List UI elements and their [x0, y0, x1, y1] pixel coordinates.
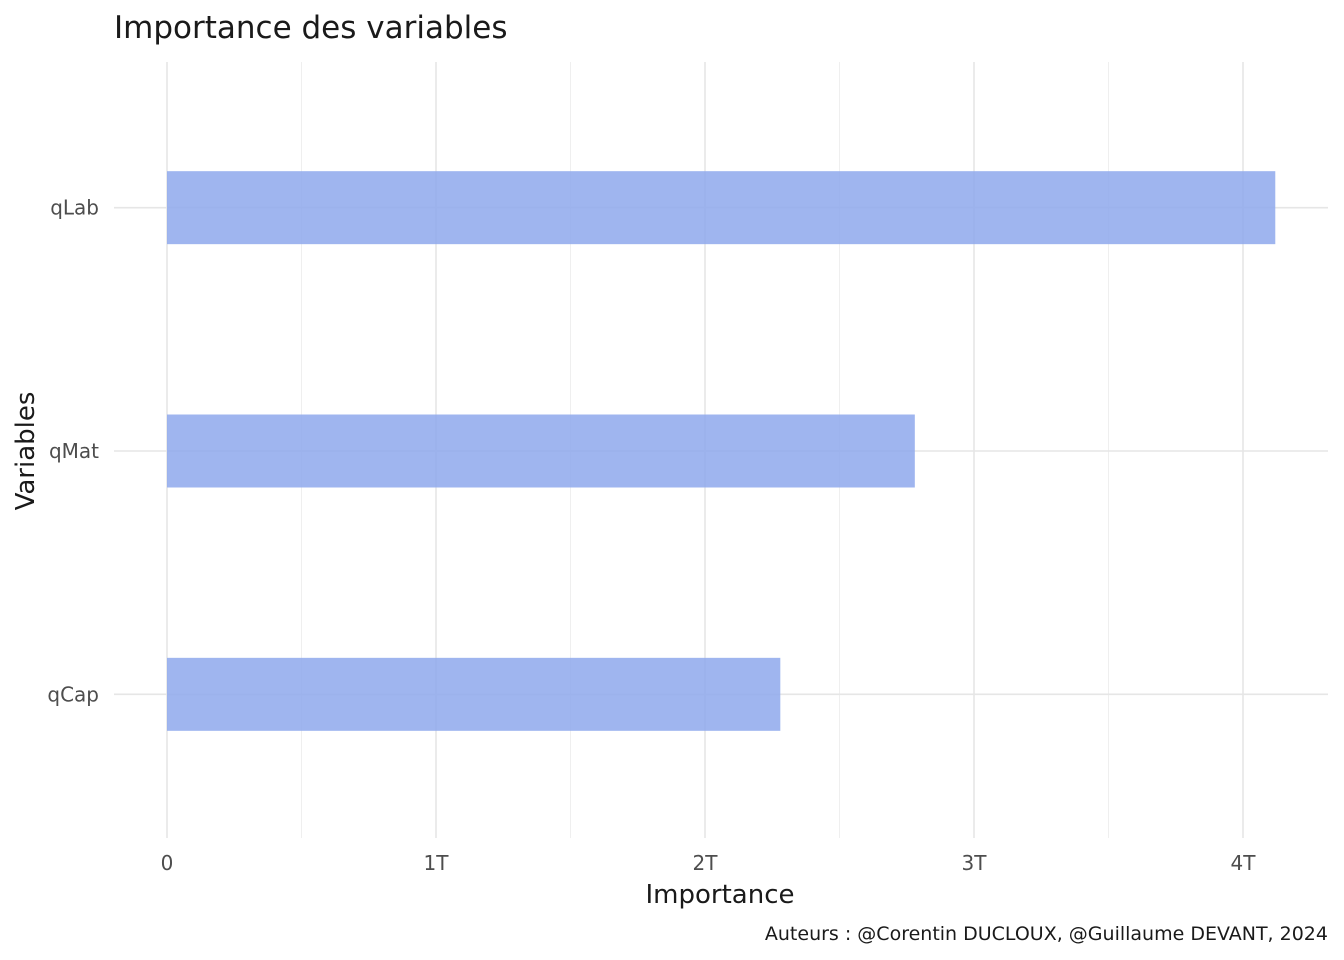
x-tick-label: 3T: [962, 851, 988, 875]
y-axis-title: Variables: [11, 392, 41, 511]
x-tick-label: 2T: [693, 851, 719, 875]
x-axis-title: Importance: [646, 880, 795, 910]
x-tick-label: 1T: [424, 851, 450, 875]
y-tick-label: qLab: [50, 196, 99, 220]
x-tick-labels: 0 1T 2T 3T 4T: [161, 851, 1257, 875]
bar-qMat: [167, 414, 915, 488]
x-tick-label: 0: [161, 851, 174, 875]
bar-qLab: [167, 171, 1276, 245]
x-tick-label: 4T: [1231, 851, 1257, 875]
bars: [167, 171, 1276, 731]
y-tick-label: qMat: [49, 439, 99, 463]
chart-title: Importance des variables: [114, 10, 507, 46]
chart-caption: Auteurs : @Corentin DUCLOUX, @Guillaume …: [765, 923, 1328, 945]
bar-qCap: [167, 657, 781, 731]
y-tick-label: qCap: [47, 682, 99, 706]
y-tick-labels: qLab qMat qCap: [47, 196, 99, 707]
